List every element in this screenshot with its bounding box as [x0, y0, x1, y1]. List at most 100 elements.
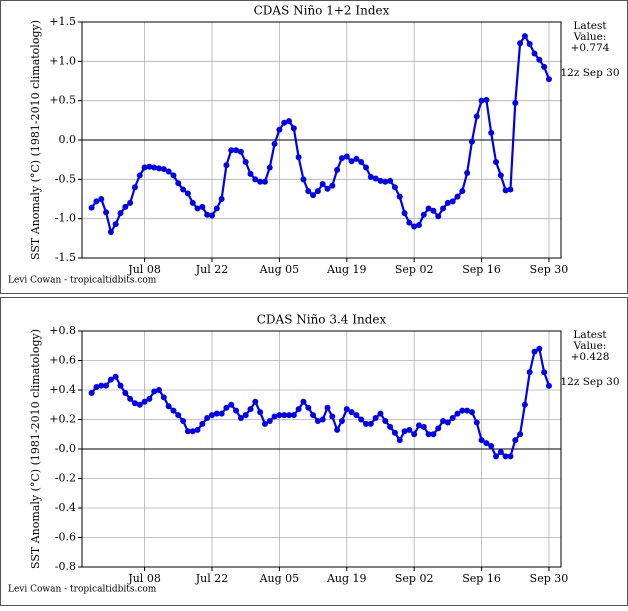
data-point: [478, 97, 485, 104]
data-point: [512, 437, 519, 444]
data-point: [175, 412, 182, 419]
data-point: [170, 172, 177, 179]
data-point: [286, 412, 293, 419]
data-point: [223, 404, 230, 411]
y-tick-label: -0.8: [55, 560, 76, 573]
data-point: [526, 41, 533, 48]
data-point: [88, 389, 95, 396]
latest-value: Latest: [573, 329, 607, 341]
data-point: [517, 40, 524, 47]
data-point: [228, 147, 235, 154]
data-point: [435, 213, 442, 220]
data-point: [290, 412, 297, 419]
x-tick-label: Aug 05: [259, 572, 300, 585]
data-point: [444, 199, 451, 206]
data-point: [194, 426, 201, 433]
data-point: [237, 415, 244, 422]
data-point: [156, 387, 163, 393]
data-point: [435, 425, 442, 432]
data-point: [440, 205, 447, 212]
data-point: [184, 190, 191, 197]
chart-title: CDAS Niño 3.4 Index: [257, 313, 387, 327]
y-tick-label: -0.6: [55, 531, 76, 544]
data-point: [526, 369, 533, 376]
data-point: [338, 417, 345, 424]
data-point: [257, 409, 264, 416]
data-point: [141, 398, 148, 405]
data-point: [107, 376, 114, 383]
data-point: [536, 345, 543, 352]
data-point: [382, 417, 389, 424]
data-point: [363, 164, 370, 171]
data-point: [189, 428, 196, 435]
x-tick-label: Jul 22: [195, 572, 229, 585]
data-point: [521, 401, 528, 408]
data-point: [493, 453, 500, 460]
data-point: [415, 221, 422, 228]
data-point: [358, 159, 365, 166]
data-point: [363, 420, 370, 427]
y-tick-label: +0.4: [49, 383, 76, 396]
data-point: [112, 221, 119, 228]
data-point: [314, 188, 321, 195]
data-point: [430, 431, 437, 438]
data-point: [122, 389, 129, 396]
data-point: [208, 412, 215, 419]
data-point: [440, 417, 447, 424]
data-point: [310, 412, 317, 419]
data-point: [449, 198, 456, 205]
y-axis-label: SST Anomaly (°C) (1981-2010 climatology): [29, 20, 42, 260]
data-point: [387, 177, 394, 184]
data-point: [271, 140, 278, 147]
data-point: [473, 419, 480, 426]
time-label: 12z Sep 30: [560, 67, 619, 79]
data-point: [488, 443, 495, 450]
data-point: [377, 410, 384, 417]
data-point: [382, 178, 389, 185]
data-point: [266, 164, 273, 171]
data-point: [343, 406, 350, 413]
data-point: [430, 207, 437, 214]
data-point: [213, 410, 220, 417]
data-point: [473, 113, 480, 120]
data-point: [228, 401, 235, 408]
y-tick-label: -0.0: [55, 442, 76, 455]
data-point: [391, 429, 398, 436]
data-point: [295, 406, 302, 413]
data-point: [329, 182, 336, 189]
data-point: [497, 448, 504, 455]
data-point: [396, 193, 403, 200]
data-point: [367, 173, 374, 180]
data-point: [444, 419, 451, 426]
y-tick-label: -1.0: [55, 212, 76, 225]
data-point: [367, 420, 374, 427]
data-point: [512, 100, 519, 107]
y-tick-label: +1.0: [49, 54, 76, 67]
data-point: [343, 153, 350, 160]
data-point: [502, 453, 509, 460]
data-point: [377, 177, 384, 184]
latest-value: +0.774: [571, 42, 610, 54]
data-point: [334, 426, 341, 433]
data-point: [223, 162, 230, 169]
data-point: [305, 188, 312, 195]
data-point: [184, 428, 191, 435]
data-point: [103, 382, 110, 389]
data-point: [310, 192, 317, 199]
data-point: [141, 164, 148, 171]
data-point: [545, 382, 552, 389]
data-point: [454, 193, 461, 200]
data-point: [372, 415, 379, 422]
data-point: [406, 426, 413, 433]
data-point: [483, 96, 490, 103]
data-point: [372, 175, 379, 182]
data-point: [531, 50, 538, 57]
chart: CDAS Niño 1+2 Index +1.5 +1.0 +0.5 0.0 -0.5 -1…: [8, 4, 620, 286]
data-point: [401, 428, 408, 435]
data-point: [517, 431, 524, 438]
data-point: [507, 453, 514, 460]
x-tick-label: Jul 08: [127, 572, 161, 585]
y-tick-label: 0.0: [59, 133, 77, 146]
x-tick-label: Aug 19: [326, 263, 367, 276]
data-point: [199, 203, 206, 210]
